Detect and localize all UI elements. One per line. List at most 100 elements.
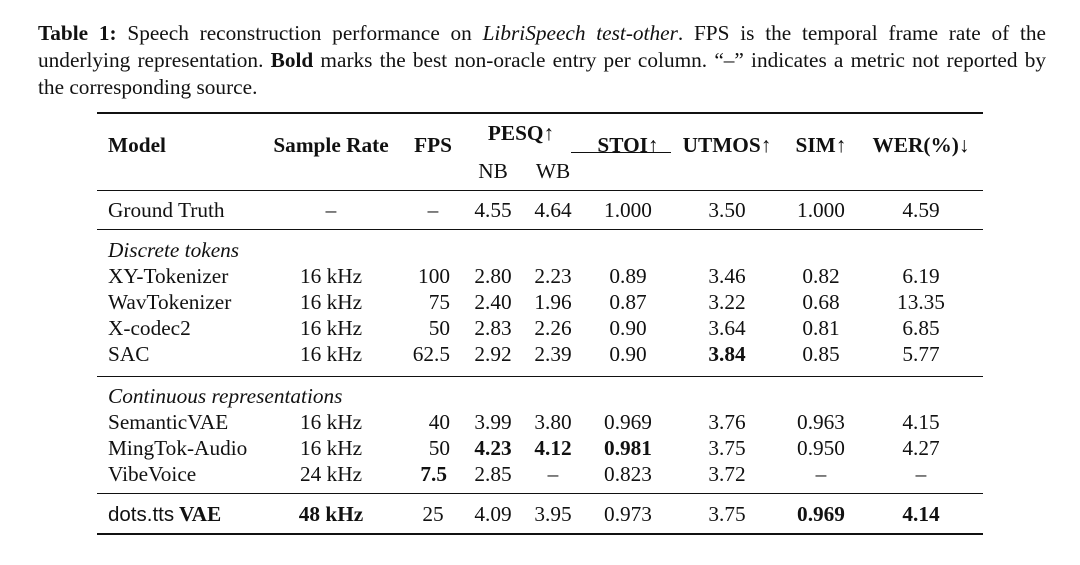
table-cell: 100 <box>418 264 450 288</box>
table-cell: 16 kHz <box>299 316 363 340</box>
header-rule <box>97 190 983 191</box>
table-cell: 2.92 <box>474 342 512 366</box>
ground-truth-fps: – <box>427 198 439 222</box>
table-cell: 6.19 <box>902 264 940 288</box>
table-row-model: MingTok-Audio <box>108 436 248 460</box>
table-cell: 4.15 <box>902 410 940 434</box>
table-row-model: WavTokenizer <box>108 290 232 314</box>
table-cell: 0.89 <box>609 264 647 288</box>
table-cell: 50 <box>428 316 450 340</box>
table-cell-best: 7.5 <box>420 462 447 486</box>
table-row-model: SAC <box>108 342 150 366</box>
table-cell: 0.963 <box>797 410 845 434</box>
header-nb: NB <box>478 159 508 183</box>
table-row-model: VibeVoice <box>108 462 197 486</box>
table-cell: 3.99 <box>474 410 512 434</box>
caption-text: marks the best non-oracle entry per colu… <box>38 48 1046 99</box>
header-sample-rate: Sample Rate <box>273 133 389 157</box>
table-cell-best: 3.84 <box>708 342 746 366</box>
table-cell: 3.75 <box>708 502 746 526</box>
table-cell-best: 4.12 <box>534 436 572 460</box>
table-cell: 0.90 <box>609 342 647 366</box>
ground-truth-sim: 1.000 <box>797 198 845 222</box>
table-row-model: SemanticVAE <box>108 410 229 434</box>
table-cell: 3.72 <box>708 462 746 486</box>
table-cell: 16 kHz <box>299 410 363 434</box>
table-cell: 0.87 <box>609 290 647 314</box>
table-cell: – <box>915 462 927 486</box>
table-cell: 0.973 <box>604 502 652 526</box>
table-cell: 0.81 <box>802 316 840 340</box>
ground-truth-utmos: 3.50 <box>708 198 746 222</box>
section-continuous-representations: Continuous representations <box>108 384 343 408</box>
table-cell: 0.90 <box>609 316 647 340</box>
table-cell: 0.82 <box>802 264 840 288</box>
top-rule <box>97 112 983 114</box>
table-cell: 2.85 <box>474 462 512 486</box>
table-cell-best: 0.981 <box>604 436 652 460</box>
table-cell: 75 <box>428 290 450 314</box>
table-cell: 16 kHz <box>299 264 363 288</box>
table-cell: 25 <box>422 502 444 526</box>
ground-truth-rule <box>97 229 983 230</box>
table-cell: 0.823 <box>604 462 652 486</box>
table-cell: 2.83 <box>474 316 512 340</box>
table-cell: 50 <box>428 436 450 460</box>
table-cell: 2.39 <box>534 342 572 366</box>
ours-model: dots.tts VAE <box>108 502 221 527</box>
table-cell-best: 48 kHz <box>298 502 364 526</box>
table-cell: 0.68 <box>802 290 840 314</box>
table-cell: 16 kHz <box>299 342 363 366</box>
table-cell: 24 kHz <box>299 462 363 486</box>
header-utmos: UTMOS↑ <box>682 133 772 157</box>
table-cell: 2.40 <box>474 290 512 314</box>
table-cell-best: 4.14 <box>902 502 940 526</box>
bottom-rule <box>97 533 983 535</box>
table-cell: 4.27 <box>902 436 940 460</box>
section-discrete-tokens: Discrete tokens <box>108 238 240 262</box>
table-cell: 13.35 <box>897 290 945 314</box>
table-cell: 3.95 <box>534 502 572 526</box>
ground-truth-stoi: 1.000 <box>604 198 652 222</box>
table-cell: 6.85 <box>902 316 940 340</box>
table-cell: 40 <box>428 410 450 434</box>
header-wer: WER(%)↓ <box>872 133 970 157</box>
table-cell: – <box>815 462 827 486</box>
table-cell: 3.75 <box>708 436 746 460</box>
ground-truth-nb: 4.55 <box>474 198 512 222</box>
table-cell: 3.64 <box>708 316 746 340</box>
header-sim: SIM↑ <box>795 133 847 157</box>
header-stoi: STOI↑ <box>597 133 659 157</box>
table-cell: 1.96 <box>534 290 572 314</box>
continuous-rule <box>97 493 983 494</box>
table-cell: 3.80 <box>534 410 572 434</box>
caption-text: . FPS is the temporal frame rate of the … <box>38 21 1046 72</box>
ground-truth-wer: 4.59 <box>902 198 940 222</box>
results-table: Model Sample Rate FPS PESQ↑ NB WB STOI↑ … <box>97 112 983 536</box>
table-cell: 16 kHz <box>299 290 363 314</box>
table-row-model: XY-Tokenizer <box>108 264 229 288</box>
header-fps: FPS <box>414 133 452 157</box>
discrete-rule <box>97 376 983 377</box>
ground-truth-wb: 4.64 <box>534 198 572 222</box>
header-pesq: PESQ↑ <box>487 121 555 145</box>
table-row-model: X-codec2 <box>108 316 191 340</box>
header-wb: WB <box>535 159 571 183</box>
table-cell: 3.46 <box>708 264 746 288</box>
table-cell-best: 0.969 <box>797 502 845 526</box>
table-cell: – <box>547 462 559 486</box>
table-cell: 5.77 <box>902 342 940 366</box>
caption-label: Table 1: <box>38 21 117 45</box>
table-cell: 3.22 <box>708 290 746 314</box>
caption-bold-word: Bold <box>270 48 314 72</box>
table-cell: 2.26 <box>534 316 572 340</box>
table-cell: 2.80 <box>474 264 512 288</box>
header-model: Model <box>108 133 166 157</box>
table-cell: 0.85 <box>802 342 840 366</box>
table-cell: 2.23 <box>534 264 572 288</box>
table-cell: 62.5 <box>412 342 450 366</box>
table-cell: 0.950 <box>797 436 845 460</box>
pesq-underline <box>571 152 671 153</box>
caption-dataset: LibriSpeech test-other <box>482 21 678 45</box>
table-cell-best: 4.23 <box>474 436 512 460</box>
